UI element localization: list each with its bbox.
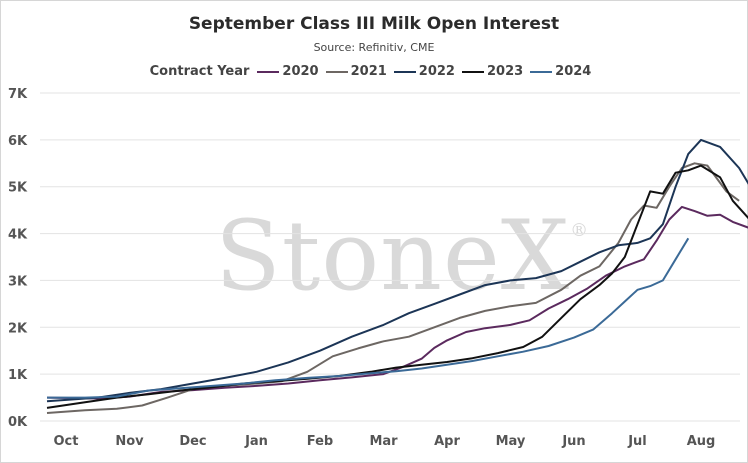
- legend-label-2023: 2023: [486, 64, 524, 79]
- y-tick-label-0: 0K: [8, 415, 28, 430]
- y-tick-label-3: 3K: [8, 274, 28, 289]
- y-tick-label-5: 5K: [8, 181, 28, 196]
- y-tick-label-1: 1K: [8, 368, 28, 383]
- legend-label-2020: 2020: [282, 64, 319, 79]
- x-tick-label-may: May: [496, 434, 526, 449]
- legend-item-2022[interactable]: 2022: [393, 64, 455, 79]
- y-tick-label-7: 7K: [8, 87, 28, 102]
- legend: Contract Year 2020 2021 2022 2023 2024: [0, 64, 748, 79]
- x-axis-tick-labels: Oct Nov Dec Jan Feb Mar Apr May Jun Jul Aug: [54, 434, 716, 449]
- x-tick-label-jun: Jun: [561, 434, 585, 449]
- x-tick-label-mar: Mar: [369, 434, 398, 449]
- legend-item-2021[interactable]: 2021: [325, 64, 387, 79]
- legend-swatch-2024: [530, 70, 553, 73]
- y-tick-label-4: 4K: [8, 228, 28, 243]
- chart-title: September Class III Milk Open Interest: [188, 14, 560, 34]
- x-tick-label-feb: Feb: [307, 434, 333, 449]
- legend-label-2021: 2021: [350, 64, 387, 79]
- legend-swatch-2023: [461, 70, 484, 73]
- y-axis-tick-labels: 0K 1K 2K 3K 4K 5K 6K 7K: [8, 87, 28, 430]
- legend-swatch-2022: [393, 70, 416, 73]
- x-tick-label-oct: Oct: [54, 434, 79, 449]
- y-tick-label-6: 6K: [8, 134, 28, 149]
- x-tick-label-aug: Aug: [687, 434, 716, 449]
- series-line-2021: [46, 162, 740, 414]
- x-tick-label-jan: Jan: [244, 434, 268, 449]
- legend-label-2022: 2022: [418, 64, 455, 79]
- x-tick-label-apr: Apr: [434, 434, 460, 449]
- legend-title: Contract Year: [149, 64, 250, 79]
- watermark-logo: StoneX®: [215, 200, 590, 312]
- legend-swatch-2021: [325, 70, 348, 73]
- series-line-2023: [46, 164, 748, 409]
- legend-swatch-2020: [257, 70, 280, 73]
- legend-item-2020[interactable]: 2020: [257, 64, 319, 79]
- watermark-text: StoneX: [215, 200, 571, 312]
- grid-lines: [40, 92, 740, 422]
- chart-subtitle: Source: Refinitiv, CME: [313, 41, 435, 54]
- legend-item-2023[interactable]: 2023: [461, 64, 524, 79]
- series-lines: [46, 138, 748, 414]
- series-line-2022: [46, 138, 748, 403]
- series-line-2020: [46, 205, 748, 400]
- legend-item-2024[interactable]: 2024: [530, 64, 591, 79]
- x-tick-label-dec: Dec: [179, 434, 206, 449]
- y-tick-label-2: 2K: [8, 321, 28, 336]
- series-line-2024: [47, 237, 690, 399]
- legend-label-2024: 2024: [555, 64, 592, 79]
- x-tick-label-jul: Jul: [627, 434, 647, 449]
- x-tick-label-nov: Nov: [115, 434, 144, 449]
